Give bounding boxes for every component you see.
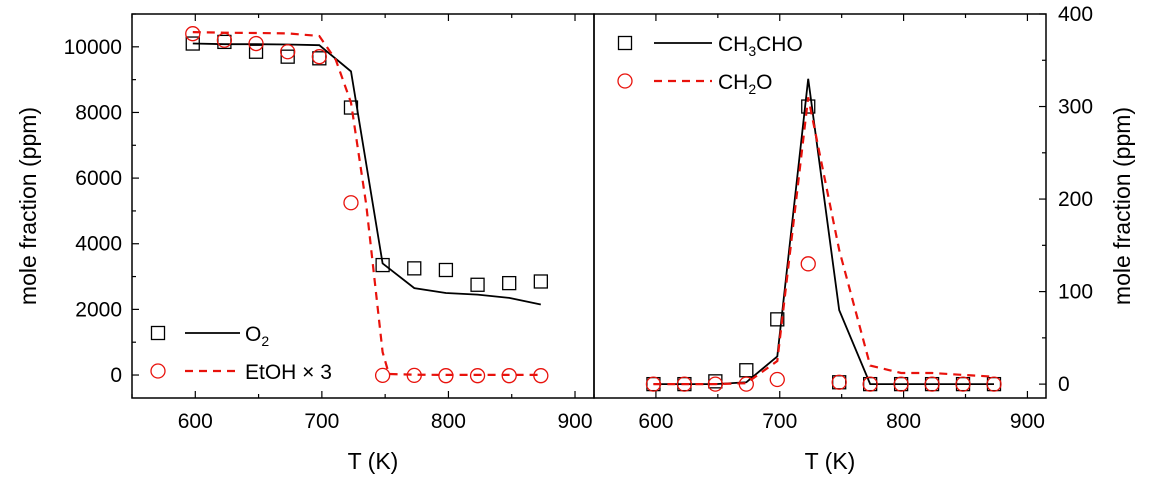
- data-point-circle: [469, 368, 486, 384]
- y-tick-label: 8000: [75, 101, 122, 124]
- data-point-square: [770, 312, 785, 327]
- y-tick-label: 6000: [75, 167, 122, 190]
- y-tick-label: 300: [1058, 96, 1093, 119]
- data-point-circle: [280, 44, 296, 60]
- legend-label-part: CH: [718, 71, 748, 94]
- data-point-circle: [707, 376, 724, 392]
- legend-label-subscript: 2: [261, 333, 269, 349]
- data-point-square: [407, 261, 422, 276]
- x-tick-label: 600: [178, 410, 213, 433]
- series-line-1: [192, 42, 541, 306]
- data-point-circle: [955, 376, 971, 392]
- data-point-circle: [769, 371, 785, 388]
- x-axis-title: T (K): [348, 448, 399, 474]
- data-point-circle: [533, 368, 549, 384]
- legend-marker-square: [150, 325, 166, 341]
- data-point-circle: [343, 195, 359, 211]
- data-point-square: [280, 49, 295, 64]
- data-point-square: [375, 257, 390, 273]
- legend-marker-circle: [617, 73, 633, 89]
- data-point-circle: [501, 368, 517, 384]
- x-tick-label: 600: [638, 410, 673, 433]
- left-panel: 600 700 800 900 T (K) 0 2000 4000 6000 8000 10000 m…: [15, 13, 595, 474]
- data-point-circle: [893, 376, 909, 392]
- y-tick-label: 4000: [75, 233, 122, 256]
- y-tick-label: 200: [1058, 188, 1093, 211]
- legend-label-part: CH: [718, 33, 748, 56]
- data-point-circle: [311, 49, 327, 65]
- x-tick-label: 700: [304, 410, 339, 433]
- y-tick-label: 100: [1058, 281, 1093, 304]
- data-point-circle: [800, 256, 816, 272]
- plot-frame: [131, 13, 595, 399]
- data-point-circle: [248, 35, 264, 52]
- legend-label-part: CHO: [756, 33, 803, 56]
- data-point-square: [502, 275, 517, 291]
- y-axis-title: mole fraction (ppm): [1109, 107, 1135, 305]
- data-point-square: [185, 36, 200, 51]
- data-point-circle: [986, 376, 1002, 392]
- y-tick-label: 0: [110, 364, 122, 387]
- data-point-circle: [831, 374, 847, 390]
- y-tick-label: 0: [1058, 373, 1070, 396]
- data-point-circle: [738, 376, 754, 392]
- data-point-square: [739, 363, 754, 378]
- data-point-circle: [185, 26, 201, 42]
- x-axis-title: T (K): [805, 448, 856, 474]
- series-line-2: [192, 31, 541, 376]
- plot-frame: [593, 13, 1047, 399]
- y-axis-title: mole fraction (ppm): [15, 107, 41, 305]
- x-tick-label: 900: [1010, 410, 1045, 433]
- data-point-circle: [676, 376, 693, 392]
- legend-marker-circle: [150, 363, 166, 379]
- legend-label: CH2O: [718, 71, 772, 97]
- legend: O2 EtOH × 3: [150, 323, 332, 384]
- legend-marker-square: [617, 35, 633, 51]
- legend-label-part: EtOH × 3: [245, 361, 332, 384]
- data-point-square: [470, 277, 485, 292]
- data-point-circle: [645, 376, 662, 392]
- data-point-square: [438, 262, 454, 278]
- series-line-2: [653, 97, 995, 386]
- legend-label: EtOH × 3: [245, 361, 332, 384]
- x-tick-label: 900: [557, 410, 592, 433]
- data-point-circle: [438, 368, 454, 384]
- y-tick-label: 400: [1058, 3, 1093, 26]
- right-panel: 600 700 800 900 T (K) 0 100 200 300 400 mole fract…: [593, 3, 1135, 474]
- legend-label-part: O: [245, 323, 261, 346]
- x-tick-label: 700: [762, 410, 797, 433]
- data-point-circle: [216, 32, 233, 48]
- data-point-square: [312, 51, 327, 66]
- series-line-1: [653, 78, 994, 386]
- legend-label-subscript: 3: [748, 43, 756, 59]
- legend-label: O2: [245, 323, 269, 349]
- legend-label-subscript: 2: [748, 81, 756, 97]
- data-point-circle: [862, 376, 878, 392]
- data-point-circle: [924, 376, 940, 392]
- data-point-circle: [374, 367, 391, 384]
- legend-label-part: O: [756, 71, 772, 94]
- y-tick-label: 10000: [64, 36, 122, 59]
- y-tick-label: 2000: [75, 298, 122, 321]
- data-point-circle: [406, 367, 422, 384]
- data-point-square: [217, 34, 232, 50]
- x-tick-label: 800: [886, 410, 921, 433]
- legend-label: CH3CHO: [718, 33, 803, 59]
- data-point-square: [533, 274, 548, 289]
- x-tick-label: 800: [431, 410, 466, 433]
- data-point-square: [248, 44, 264, 59]
